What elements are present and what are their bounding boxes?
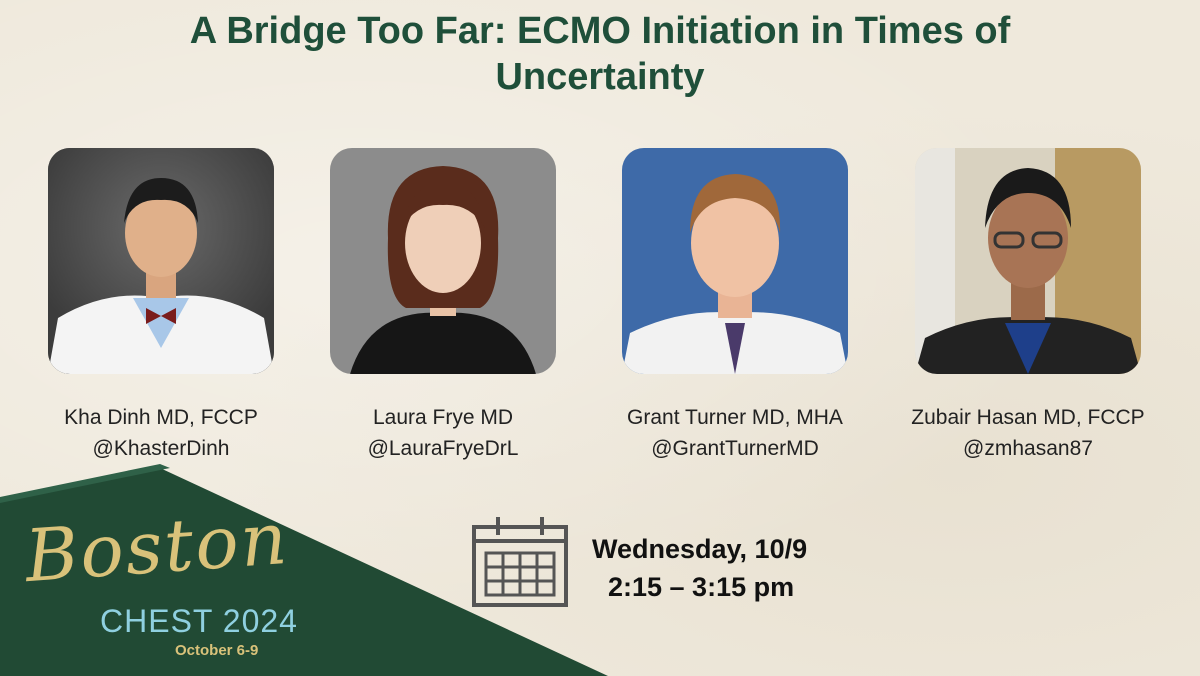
speaker-caption-1: Kha Dinh MD, FCCP @KhasterDinh — [1, 402, 321, 464]
logo-dates: October 6-9 — [175, 642, 259, 659]
speaker-card-3 — [622, 148, 848, 374]
speaker-portrait-2 — [330, 148, 556, 374]
speaker-card-4 — [915, 148, 1141, 374]
speaker-caption-4: Zubair Hasan MD, FCCP @zmhasan87 — [868, 402, 1188, 464]
session-time: Wednesday, 10/9 2:15 – 3:15 pm — [586, 530, 856, 606]
speaker-name-1: Kha Dinh MD, FCCP — [64, 406, 258, 429]
session-hours: 2:15 – 3:15 pm — [608, 572, 795, 602]
speaker-portrait-3 — [622, 148, 848, 374]
speaker-handle-4[interactable]: @zmhasan87 — [963, 437, 1093, 460]
speaker-handle-1[interactable]: @KhasterDinh — [92, 437, 230, 460]
page-title: A Bridge Too Far: ECMO Initiation in Tim… — [0, 8, 1200, 100]
title-line-2: Uncertainty — [495, 56, 705, 98]
speaker-handle-2[interactable]: @LauraFryeDrL — [367, 437, 519, 460]
speaker-portrait-4 — [915, 148, 1141, 374]
calendar-icon — [472, 517, 568, 607]
speaker-handle-3[interactable]: @GrantTurnerMD — [651, 437, 819, 460]
session-day: Wednesday, 10/9 — [592, 534, 808, 564]
speaker-card-2 — [330, 148, 556, 374]
speaker-photo-1 — [48, 148, 274, 374]
speaker-caption-2: Laura Frye MD @LauraFryeDrL — [283, 402, 603, 464]
speaker-caption-3: Grant Turner MD, MHA @GrantTurnerMD — [575, 402, 895, 464]
speaker-portrait-1 — [48, 148, 274, 374]
speaker-name-3: Grant Turner MD, MHA — [627, 406, 843, 429]
speaker-name-2: Laura Frye MD — [372, 406, 514, 429]
title-line-1: A Bridge Too Far: ECMO Initiation in Tim… — [189, 10, 1011, 52]
logo-chest-2024: CHEST 2024 — [100, 603, 298, 639]
speaker-card-1 — [48, 148, 274, 374]
speaker-photo-2 — [330, 148, 556, 374]
speaker-photo-4 — [915, 148, 1141, 374]
speaker-name-4: Zubair Hasan MD, FCCP — [911, 406, 1145, 429]
speaker-photo-3 — [622, 148, 848, 374]
